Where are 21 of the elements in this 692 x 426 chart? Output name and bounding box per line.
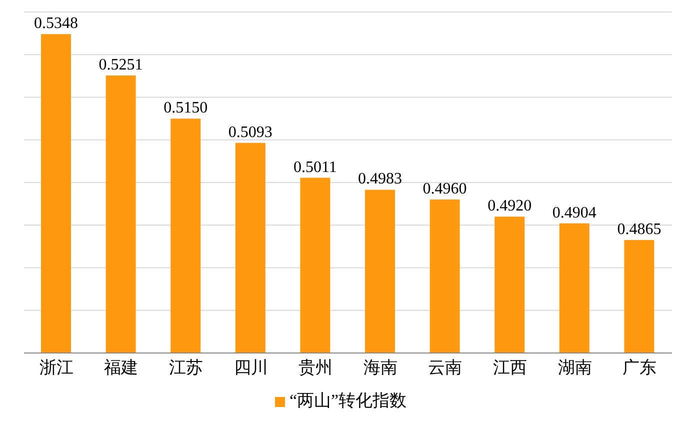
data-label: 0.4960: [422, 180, 467, 198]
data-label: 0.5251: [98, 56, 143, 74]
data-label: 0.4865: [617, 221, 662, 238]
data-label: 0.4920: [488, 198, 532, 215]
data-label: 0.5093: [228, 124, 272, 141]
x-tick-label: 湖南: [558, 358, 592, 378]
x-tick-label: 贵州: [298, 358, 333, 378]
x-tick-label: 福建: [104, 358, 138, 378]
x-tick-label: 云南: [428, 358, 462, 378]
data-label: 0.5011: [293, 158, 337, 176]
x-tick-label: 四川: [234, 358, 268, 378]
data-label: 0.4904: [552, 204, 596, 222]
data-label: 0.4983: [358, 170, 402, 188]
data-label: 0.5150: [164, 100, 208, 117]
data-label: 0.5348: [34, 15, 78, 32]
x-tick-label: 浙江: [39, 358, 74, 378]
x-tick-label: 江西: [493, 358, 527, 378]
x-tick-label: 广东: [622, 358, 657, 378]
x-tick-label: 江苏: [169, 358, 203, 378]
legend-label: “两山”转化指数: [289, 391, 407, 410]
x-tick-label: 海南: [363, 358, 398, 378]
